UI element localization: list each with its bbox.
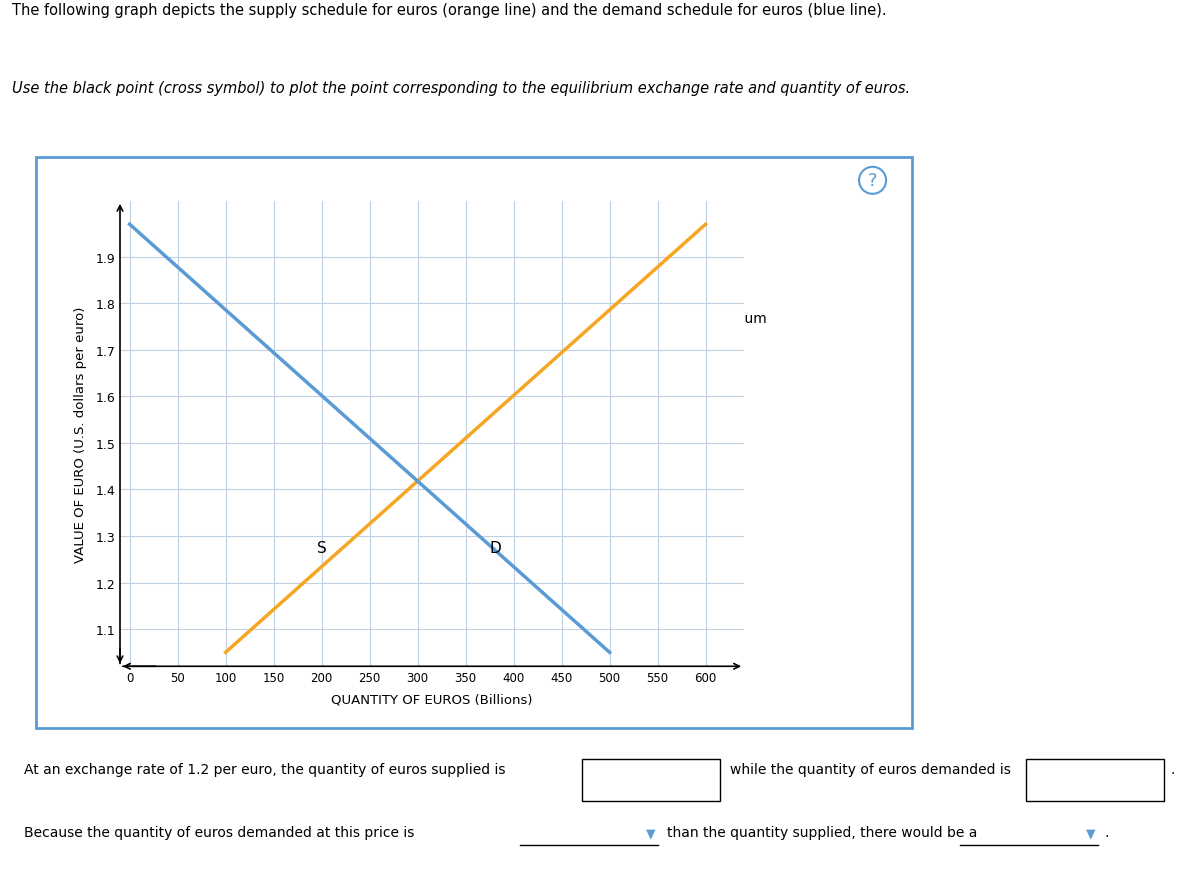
Text: Equilibrium: Equilibrium [689,312,768,325]
Text: Because the quantity of euros demanded at this price is: Because the quantity of euros demanded a… [24,825,414,839]
Text: The following graph depicts the supply schedule for euros (orange line) and the : The following graph depicts the supply s… [12,3,887,18]
Text: ?: ? [868,172,877,190]
Text: .: . [1104,825,1109,839]
Text: Use the black point (cross symbol) to plot the point corresponding to the equili: Use the black point (cross symbol) to pl… [12,82,910,96]
Y-axis label: VALUE OF EURO (U.S. dollars per euro): VALUE OF EURO (U.S. dollars per euro) [74,306,86,562]
Text: ▼: ▼ [646,826,655,839]
Text: At an exchange rate of 1.2 per euro, the quantity of euros supplied is: At an exchange rate of 1.2 per euro, the… [24,762,505,776]
Text: ▼: ▼ [1086,826,1096,839]
Text: S: S [317,540,326,556]
Text: than the quantity supplied, there would be a: than the quantity supplied, there would … [667,825,978,839]
Text: .: . [1170,762,1175,776]
Text: +: + [715,257,740,287]
Text: while the quantity of euros demanded is: while the quantity of euros demanded is [730,762,1010,776]
FancyBboxPatch shape [1026,759,1164,802]
FancyBboxPatch shape [582,759,720,802]
Text: D: D [490,540,502,556]
X-axis label: QUANTITY OF EUROS (Billions): QUANTITY OF EUROS (Billions) [331,693,533,706]
